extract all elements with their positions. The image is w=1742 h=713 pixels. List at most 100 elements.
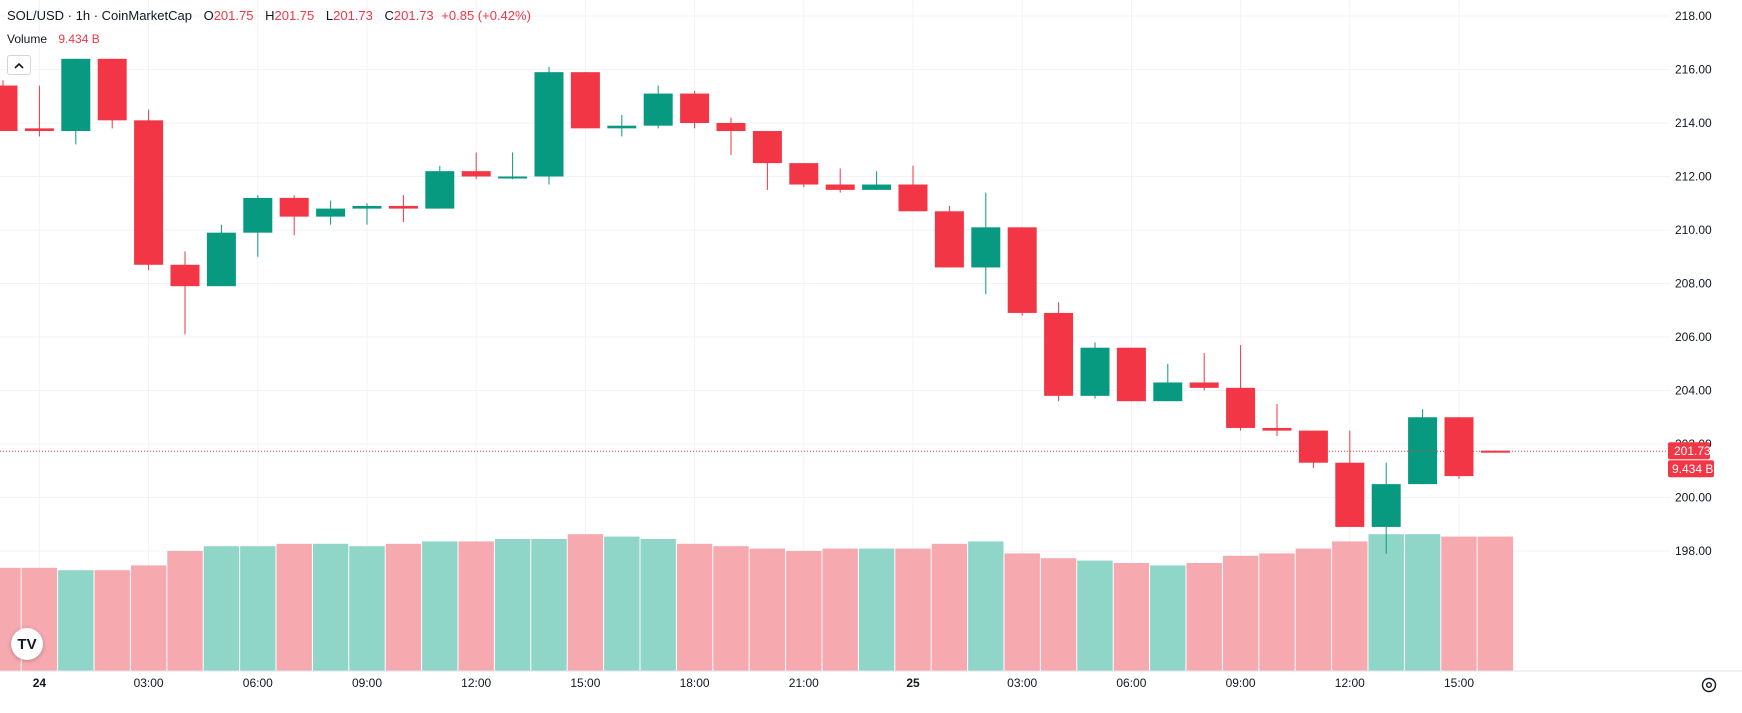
symbol-title[interactable]: SOL/USD · 1h · CoinMarketCap <box>7 8 192 23</box>
volume-bar <box>895 548 931 671</box>
time-tick-label: 09:00 <box>1226 676 1256 690</box>
time-tick-label: 09:00 <box>352 676 382 690</box>
candle-body <box>134 120 164 265</box>
time-tick-label: 15:00 <box>1444 676 1474 690</box>
volume-bar <box>1259 553 1295 671</box>
volume-bar <box>385 543 422 671</box>
high-value: 201.75 <box>274 8 315 23</box>
candle-body <box>825 184 855 190</box>
time-tick-label: 24 <box>33 676 47 690</box>
ohlc-legend: SOL/USD · 1h · CoinMarketCap O201.75 H20… <box>7 8 531 23</box>
volume-bar <box>676 543 713 671</box>
open-value: 201.75 <box>213 8 254 23</box>
volume-bar <box>494 539 531 671</box>
high-label: H <box>265 8 275 23</box>
volume-bar <box>312 543 349 671</box>
candle-body <box>1189 382 1219 388</box>
candle-body <box>1408 417 1438 485</box>
candle-body <box>1153 382 1183 402</box>
volume-bar <box>1477 536 1514 671</box>
price-tick-label: 208.00 <box>1675 277 1712 291</box>
candle-body <box>61 58 91 132</box>
change-value: +0.85 (+0.42%) <box>441 8 531 23</box>
price-tick-label: 216.00 <box>1675 63 1712 77</box>
candle-body <box>1007 227 1037 313</box>
volume-bar <box>422 541 458 671</box>
candle-body <box>24 128 54 132</box>
price-tick-label: 204.00 <box>1675 384 1712 398</box>
time-tick-label: 03:00 <box>134 676 164 690</box>
close-label: C <box>384 8 394 23</box>
candle-body <box>243 197 273 233</box>
volume-tag-bg <box>1668 460 1714 478</box>
tradingview-logo-icon[interactable]: TV <box>11 628 43 660</box>
volume-bar <box>931 543 968 671</box>
candle-body <box>1444 417 1474 477</box>
candle-body <box>1335 462 1365 527</box>
volume-bar <box>1441 536 1477 671</box>
volume-bar <box>1113 563 1150 671</box>
time-tick-label: 21:00 <box>789 676 819 690</box>
open-label: O <box>203 8 214 23</box>
volume-bar <box>130 565 167 671</box>
candle-body <box>716 123 746 132</box>
volume-bar <box>567 534 604 671</box>
volume-bar <box>1186 563 1222 671</box>
candle-body <box>862 184 892 190</box>
candle-body <box>1262 427 1292 431</box>
volume-legend: Volume 9.434 B <box>7 32 100 46</box>
candle-body <box>498 176 528 179</box>
price-tick-label: 206.00 <box>1675 330 1712 344</box>
volume-bar <box>203 546 240 671</box>
price-tick-label: 210.00 <box>1675 223 1712 237</box>
logo-text: TV <box>17 635 37 653</box>
candle-body <box>789 163 819 185</box>
volume-bar <box>713 546 749 671</box>
volume-bar <box>1295 548 1332 671</box>
volume-bar <box>749 548 786 671</box>
candle-body <box>1371 484 1401 527</box>
candle-body <box>425 171 455 209</box>
volume-bar <box>1150 565 1186 671</box>
volume-bar <box>349 546 385 671</box>
candle-body <box>206 232 236 287</box>
price-tick-label: 198.00 <box>1675 544 1712 558</box>
time-axis[interactable]: 24 03:00 06:00 09:00 12:00 15:00 18:00 21:00 25 0… <box>0 670 1742 690</box>
volume-bar <box>240 546 276 671</box>
gear-icon[interactable] <box>1698 674 1720 696</box>
grid <box>0 0 1670 602</box>
candle-body <box>388 205 418 209</box>
volume-label[interactable]: Volume <box>7 32 48 46</box>
collapse-legend-button[interactable] <box>7 55 31 75</box>
time-tick-label: 06:00 <box>1116 676 1146 690</box>
volume-bar <box>1332 541 1368 671</box>
price-tick-label: 218.00 <box>1675 9 1712 23</box>
low-value: 201.73 <box>333 8 373 23</box>
time-tick-label: 15:00 <box>570 676 600 690</box>
close-value: 201.73 <box>393 8 434 23</box>
volume-bar <box>1368 534 1404 671</box>
volume-bar <box>58 570 94 671</box>
axis-tags: 201.73 9.434 B <box>1668 442 1714 478</box>
candle-body <box>0 85 18 132</box>
volume-bar <box>276 543 312 671</box>
candle-body <box>279 197 309 217</box>
volume-bar <box>1004 553 1040 671</box>
candle-body <box>934 211 964 268</box>
price-tick-label: 200.00 <box>1675 491 1712 505</box>
price-tick-label: 214.00 <box>1675 116 1712 130</box>
chevron-up-icon <box>14 62 24 69</box>
volume-bar <box>1404 534 1441 671</box>
candle-body <box>1080 347 1110 396</box>
candle-body <box>97 58 127 121</box>
time-tick-label: 12:00 <box>1335 676 1365 690</box>
volume-bar <box>786 551 822 671</box>
volume-bar <box>531 539 567 671</box>
price-tick-label: 212.00 <box>1675 170 1712 184</box>
candle-body <box>643 93 673 126</box>
candle-body <box>1226 387 1256 428</box>
candle-body <box>352 205 382 209</box>
volume-bar <box>822 548 858 671</box>
volume-tag: 9.434 B <box>1672 462 1713 476</box>
